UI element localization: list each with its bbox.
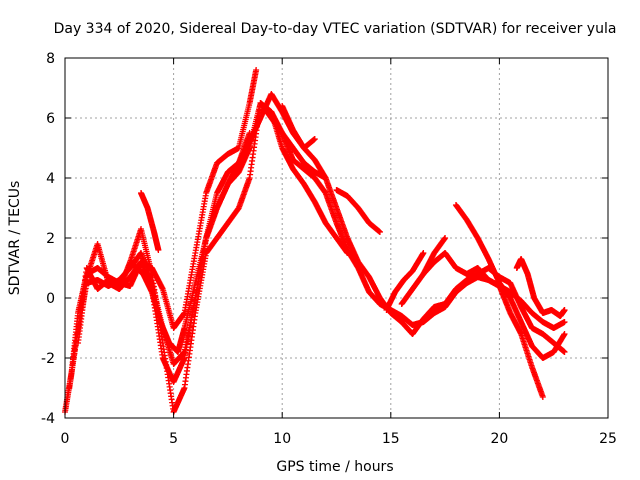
y-tick-label: -4 bbox=[41, 411, 55, 427]
data-point bbox=[561, 307, 568, 313]
data-point bbox=[561, 331, 568, 337]
series-track-13 bbox=[138, 190, 162, 253]
data-point bbox=[539, 394, 546, 400]
x-tick-label: 0 bbox=[61, 431, 70, 447]
x-tick-label: 10 bbox=[273, 431, 291, 447]
series-track-12 bbox=[513, 256, 568, 319]
data-point bbox=[442, 235, 449, 241]
x-tick-label: 20 bbox=[490, 431, 508, 447]
y-tick-label: 4 bbox=[46, 171, 55, 187]
data-points bbox=[62, 67, 568, 415]
y-tick-label: 8 bbox=[46, 51, 55, 67]
y-axis-label: SDTVAR / TECUs bbox=[7, 181, 23, 296]
series-track-14 bbox=[127, 130, 253, 355]
data-point bbox=[561, 319, 568, 325]
axis-ticks: 0 5 10 15 20 25 -4 -2 0 2 4 6 8 bbox=[41, 51, 617, 447]
y-tick-label: 0 bbox=[46, 291, 55, 307]
series-track-8 bbox=[383, 250, 427, 313]
series-track-1 bbox=[62, 67, 260, 415]
series-track-7 bbox=[333, 187, 383, 235]
y-tick-label: 2 bbox=[46, 231, 55, 247]
x-axis-label: GPS time / hours bbox=[276, 459, 393, 475]
y-tick-label: -2 bbox=[41, 351, 55, 367]
chart-title: Day 334 of 2020, Sidereal Day-to-day VTE… bbox=[54, 21, 617, 37]
data-point bbox=[561, 349, 568, 355]
x-tick-label: 5 bbox=[169, 431, 178, 447]
x-tick-label: 25 bbox=[599, 431, 617, 447]
data-point bbox=[311, 136, 318, 142]
data-point bbox=[420, 250, 427, 256]
series-track-11 bbox=[452, 202, 568, 361]
data-point bbox=[155, 247, 162, 253]
y-tick-label: 6 bbox=[46, 111, 55, 127]
data-point bbox=[246, 130, 253, 136]
x-tick-label: 15 bbox=[382, 431, 400, 447]
series-track-10 bbox=[420, 235, 449, 277]
series-track-4 bbox=[75, 100, 351, 415]
data-point bbox=[376, 229, 383, 235]
data-point bbox=[253, 67, 260, 73]
series-track-9 bbox=[398, 250, 568, 331]
series-track-6 bbox=[279, 103, 568, 355]
